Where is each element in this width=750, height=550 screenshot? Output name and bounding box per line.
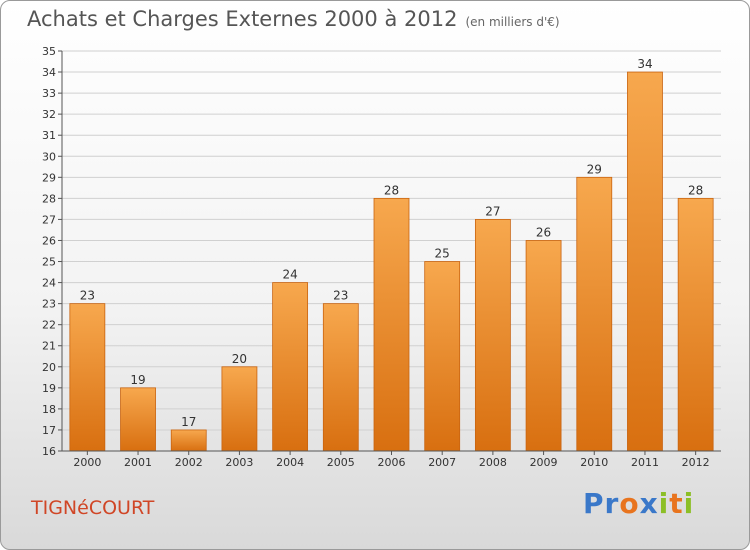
y-tick-label: 24 bbox=[42, 277, 56, 290]
bars-layer bbox=[69, 71, 714, 452]
bar-2012 bbox=[677, 197, 714, 452]
value-label: 25 bbox=[435, 247, 450, 261]
value-label: 24 bbox=[282, 268, 297, 282]
y-tick-label: 17 bbox=[42, 424, 56, 437]
bar-2007 bbox=[424, 261, 461, 452]
y-tick-label: 28 bbox=[42, 192, 56, 205]
bar-2006 bbox=[373, 197, 410, 452]
x-tick-label: 2007 bbox=[428, 456, 456, 469]
value-label: 27 bbox=[485, 204, 500, 218]
value-label: 26 bbox=[536, 225, 551, 239]
bar-2005 bbox=[322, 303, 359, 452]
x-tick-label: 2010 bbox=[580, 456, 608, 469]
proxiti-logo[interactable]: Proxiti bbox=[583, 487, 694, 520]
x-tick-label: 2005 bbox=[327, 456, 355, 469]
value-label: 28 bbox=[688, 183, 703, 197]
value-label: 34 bbox=[637, 57, 652, 71]
y-tick-label: 27 bbox=[42, 213, 56, 226]
logo-letter: t bbox=[669, 487, 684, 520]
logo-letter: o bbox=[619, 487, 640, 520]
y-tick-label: 20 bbox=[42, 361, 56, 374]
bar-2010 bbox=[576, 176, 613, 452]
value-label: 28 bbox=[384, 183, 399, 197]
chart-subtitle: (en milliers d'€) bbox=[465, 15, 560, 29]
axis-layer: 16 17 18 19 20 21 22 23 24 25 26 27 28 29 30 31 32 33 34 35… bbox=[42, 45, 721, 469]
value-label: 23 bbox=[333, 289, 348, 303]
logo-letter: i bbox=[683, 487, 695, 520]
logo-letter: P bbox=[583, 487, 605, 520]
x-tick-label: 2009 bbox=[530, 456, 558, 469]
bar-2002 bbox=[170, 429, 207, 452]
y-tick-label: 25 bbox=[42, 256, 56, 269]
y-tick-label: 26 bbox=[42, 234, 56, 247]
bar-2000 bbox=[69, 303, 106, 452]
y-tick-label: 19 bbox=[42, 382, 56, 395]
bar-2003 bbox=[221, 366, 258, 452]
y-tick-label: 22 bbox=[42, 319, 56, 332]
value-label: 23 bbox=[80, 289, 95, 303]
y-tick-label: 23 bbox=[42, 298, 56, 311]
x-tick-label: 2001 bbox=[124, 456, 152, 469]
bar-2009 bbox=[525, 240, 562, 452]
x-tick-label: 2006 bbox=[378, 456, 406, 469]
bar-2011 bbox=[627, 71, 663, 452]
y-tick-label: 18 bbox=[42, 403, 56, 416]
title-text: Achats et Charges Externes 2000 à 2012 bbox=[27, 7, 458, 31]
x-tick-label: 2004 bbox=[276, 456, 304, 469]
y-tick-label: 33 bbox=[42, 87, 56, 100]
y-tick-label: 31 bbox=[42, 129, 56, 142]
bar-2008 bbox=[474, 219, 511, 452]
y-tick-label: 16 bbox=[42, 445, 56, 458]
y-tick-label: 30 bbox=[42, 150, 56, 163]
value-label: 17 bbox=[181, 415, 196, 429]
x-tick-label: 2000 bbox=[73, 456, 101, 469]
bar-2001 bbox=[120, 387, 156, 452]
y-tick-label: 32 bbox=[42, 108, 56, 121]
x-tick-label: 2002 bbox=[175, 456, 203, 469]
logo-letter: r bbox=[604, 487, 620, 520]
x-tick-label: 2012 bbox=[682, 456, 710, 469]
y-tick-label: 29 bbox=[42, 171, 56, 184]
y-tick-label: 34 bbox=[42, 66, 56, 79]
bar-2004 bbox=[272, 282, 309, 452]
value-label: 19 bbox=[130, 373, 145, 387]
logo-letter: i bbox=[658, 487, 670, 520]
chart-title: Achats et Charges Externes 2000 à 2012 (e… bbox=[27, 7, 560, 31]
x-tick-label: 2011 bbox=[631, 456, 659, 469]
y-tick-label: 21 bbox=[42, 340, 56, 353]
x-tick-label: 2008 bbox=[479, 456, 507, 469]
labels-layer: 23 19 17 20 24 23 28 25 27 26 29 34 28 bbox=[80, 57, 704, 429]
value-label: 29 bbox=[587, 162, 602, 176]
y-tick-label: 35 bbox=[42, 45, 56, 58]
commune-name: TIGNéCOURT bbox=[31, 497, 155, 519]
x-tick-label: 2003 bbox=[225, 456, 253, 469]
logo-letter: x bbox=[639, 487, 659, 520]
value-label: 20 bbox=[232, 352, 247, 366]
